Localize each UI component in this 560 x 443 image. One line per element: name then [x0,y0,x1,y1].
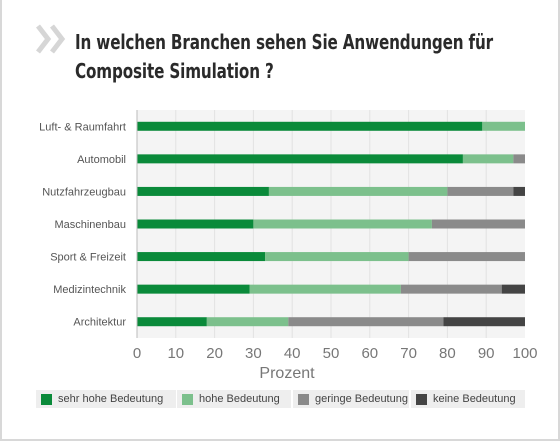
legend-swatch [298,393,309,405]
legend-label: keine Bedeutung [433,393,516,405]
bar-segment [443,317,525,327]
legend-label: hohe Bedeutung [199,393,280,405]
legend-swatch [41,393,52,405]
bar-segment [249,284,401,294]
category-label: Sport & Freizeit [50,252,126,264]
bar-segment [268,186,448,196]
category-label: Medizintechnik [53,284,126,296]
bar-segment [501,284,525,294]
bar-segment [513,154,525,164]
bar-segment [408,252,525,262]
bar-segment [431,219,525,229]
bar-segment [265,252,409,262]
bar-segment [253,219,432,229]
x-tick-label: 100 [512,345,537,362]
category-label: Luft- & Raumfahrt [39,121,126,133]
bar-segment [206,317,289,327]
category-label: Maschinenbau [54,219,126,231]
bar-segment [482,121,525,131]
x-tick-label: 10 [167,345,184,362]
legend-item: sehr hohe Bedeutung [36,390,176,408]
bar-segment [137,219,254,229]
bar-segment [137,252,266,262]
x-tick-label: 80 [439,345,456,362]
legend-item: keine Bedeutung [411,390,525,408]
chevron-double-right-icon [36,24,66,54]
bar-segment [462,154,514,164]
x-tick-label: 50 [323,345,340,362]
category-label: Automobil [77,154,126,166]
x-tick-label: 90 [478,345,495,362]
legend-swatch [416,393,427,405]
legend-item: hohe Bedeutung [177,390,291,408]
x-tick-label: 20 [206,345,223,362]
legend-label: geringe Bedeutung [315,393,408,405]
chart-title-line-1: In welchen Branchen sehen Sie Anwendunge… [75,30,494,54]
x-tick-label: 40 [284,345,301,362]
bar-segment [400,284,502,294]
bar-segment [288,317,444,327]
bar-segment [447,186,514,196]
x-tick-label: 0 [133,345,141,362]
bar-segment [137,154,463,164]
category-label: Architektur [73,317,126,329]
bar-segment [137,121,483,131]
bar-segment [137,284,250,294]
category-label: Nutzfahrzeugbau [42,186,126,198]
x-tick-label: 30 [245,345,262,362]
legend-item: geringe Bedeutung [293,390,409,408]
legend-swatch [182,393,193,405]
x-axis-title: Prozent [259,365,315,382]
x-tick-label: 70 [400,345,417,362]
bar-segment [513,186,525,196]
x-tick-label: 60 [361,345,378,362]
chart-title-line-2: Composite Simulation ? [75,59,274,83]
bar-segment [137,317,207,327]
bar-segment [137,186,269,196]
legend-label: sehr hohe Bedeutung [58,393,164,405]
